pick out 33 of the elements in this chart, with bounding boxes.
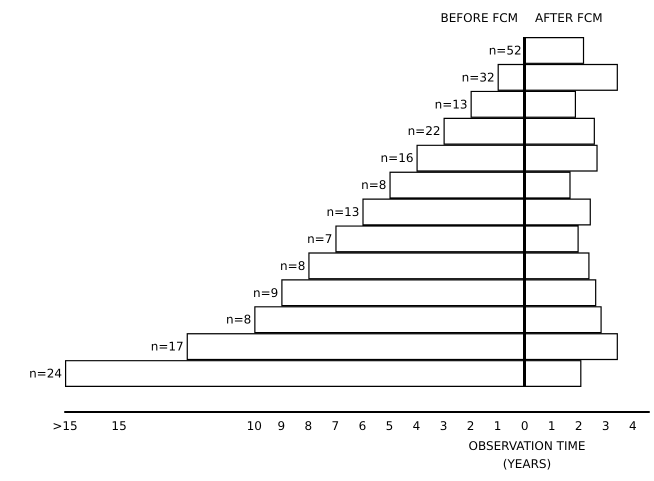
x-tick-label: 2: [466, 419, 474, 433]
y-tick-label: n=32: [462, 70, 495, 84]
x-tick-label: 7: [332, 419, 340, 433]
y-tick-label: n=24: [29, 366, 62, 381]
x-tick-label: 4: [412, 419, 420, 433]
x-tick-label: 3: [602, 419, 610, 433]
y-tick-label: n=9: [253, 286, 278, 300]
x-tick-label: 8: [304, 419, 312, 433]
y-tick-label: n=16: [380, 151, 414, 166]
x-tick-label: 5: [386, 419, 394, 433]
y-tick-label: n=13: [434, 97, 468, 112]
x-tick-label: 10: [246, 419, 262, 433]
text: AFTER FCM: [535, 11, 603, 25]
y-tick-label: n=8: [226, 312, 252, 327]
text: BEFORE FCM: [440, 11, 518, 25]
x-tick-label: 9: [277, 419, 286, 433]
x-tick-label: 4: [628, 419, 637, 433]
y-tick-label: n=52: [488, 43, 522, 58]
y-tick-label: n=13: [326, 205, 360, 219]
y-tick-label: n=22: [408, 124, 441, 138]
x-tick-label: 1: [494, 419, 502, 433]
y-tick-label: n=8: [280, 258, 306, 273]
x-tick-label: 3: [440, 419, 448, 433]
x-tick-label: 2: [574, 419, 583, 433]
y-tick-label: n=8: [361, 178, 386, 192]
x-tick-label: 6: [358, 419, 366, 433]
y-tick-label: n=17: [150, 340, 184, 354]
x-axis-title: OBSERVATION TIME (YEARS): [468, 438, 586, 471]
x-tick-label: >15: [52, 419, 78, 433]
x-tick-label: 0: [520, 419, 528, 433]
y-tick-label: n=7: [307, 232, 332, 246]
x-tick-label: 1: [548, 419, 556, 433]
x-tick-label: 15: [111, 419, 127, 433]
